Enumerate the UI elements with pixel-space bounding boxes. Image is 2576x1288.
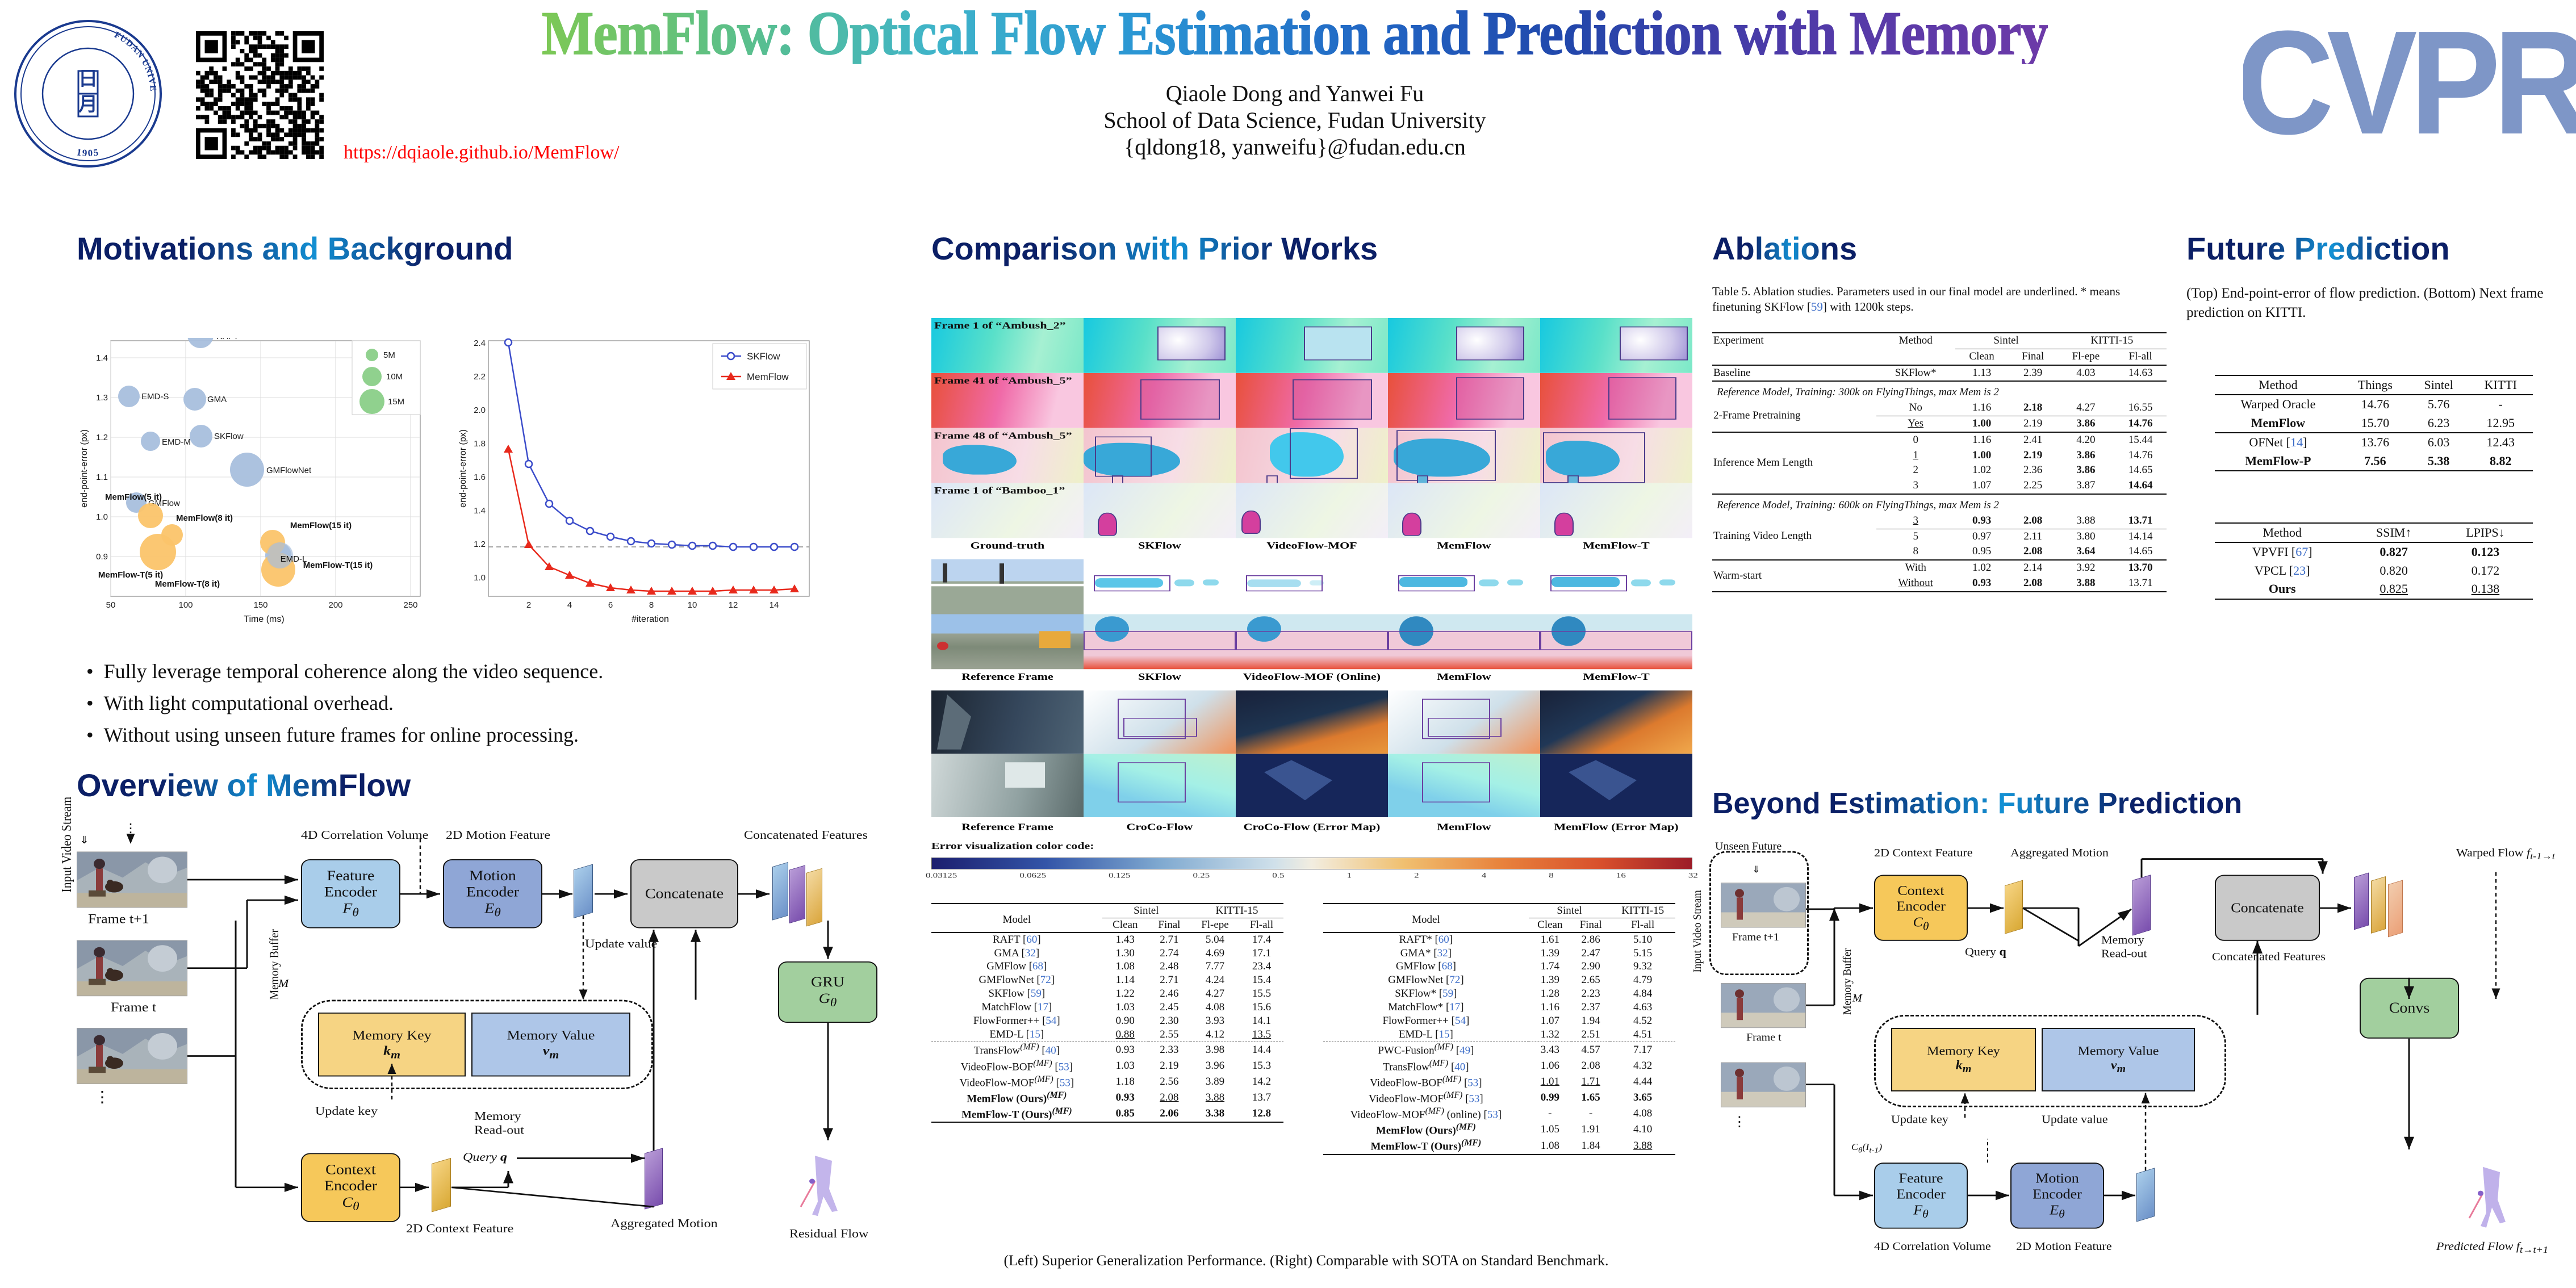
svg-text:MemFlow-T(15 it): MemFlow-T(15 it) bbox=[303, 561, 373, 570]
svg-text:end-point-error (px): end-point-error (px) bbox=[458, 429, 468, 508]
svg-text:100: 100 bbox=[178, 600, 193, 610]
svg-text:200: 200 bbox=[328, 600, 342, 610]
svg-text:GMA: GMA bbox=[207, 395, 227, 404]
svg-text:1.3: 1.3 bbox=[96, 393, 108, 403]
svg-text:1.2: 1.2 bbox=[474, 540, 486, 549]
svg-text:MemFlow(15 it): MemFlow(15 it) bbox=[290, 521, 352, 530]
svg-text:MemFlow-T(8 it): MemFlow-T(8 it) bbox=[155, 579, 220, 589]
svg-text:15M: 15M bbox=[388, 397, 404, 407]
svg-text:10M: 10M bbox=[386, 372, 403, 382]
svg-text:1.6: 1.6 bbox=[474, 472, 486, 482]
svg-text:MemFlow(8 it): MemFlow(8 it) bbox=[176, 513, 233, 523]
svg-text:150: 150 bbox=[253, 600, 267, 610]
svg-text:Time (ms): Time (ms) bbox=[244, 614, 284, 624]
svg-text:SKFlow: SKFlow bbox=[214, 432, 244, 441]
svg-text:14: 14 bbox=[770, 600, 779, 610]
svg-text:2.2: 2.2 bbox=[474, 372, 486, 382]
svg-text:1.2: 1.2 bbox=[96, 433, 108, 442]
svg-text:0.9: 0.9 bbox=[96, 552, 108, 562]
svg-text:4: 4 bbox=[567, 600, 572, 610]
svg-text:#iteration: #iteration bbox=[632, 614, 669, 624]
svg-text:EMD-M: EMD-M bbox=[162, 437, 191, 447]
svg-text:RAFT: RAFT bbox=[216, 338, 239, 341]
svg-text:1.0: 1.0 bbox=[96, 512, 108, 522]
svg-text:1905: 1905 bbox=[76, 147, 101, 158]
svg-text:10: 10 bbox=[688, 600, 697, 610]
svg-text:2: 2 bbox=[526, 600, 531, 610]
svg-text:EMD-L: EMD-L bbox=[281, 554, 307, 564]
svg-text:1.8: 1.8 bbox=[474, 439, 486, 449]
svg-text:5M: 5M bbox=[383, 350, 395, 360]
svg-text:1.0: 1.0 bbox=[474, 573, 486, 583]
svg-text:1.4: 1.4 bbox=[474, 506, 486, 516]
svg-text:SKFlow: SKFlow bbox=[747, 351, 780, 362]
svg-text:日: 日 bbox=[78, 69, 98, 90]
svg-text:50: 50 bbox=[106, 600, 116, 610]
svg-text:CVPR: CVPR bbox=[2243, 6, 2576, 165]
svg-text:月: 月 bbox=[78, 94, 98, 115]
svg-text:250: 250 bbox=[403, 600, 417, 610]
svg-text:2.4: 2.4 bbox=[474, 338, 486, 348]
svg-text:MemFlow-T(5 it): MemFlow-T(5 it) bbox=[98, 570, 163, 580]
svg-text:1.4: 1.4 bbox=[96, 353, 108, 363]
svg-text:12: 12 bbox=[729, 600, 738, 610]
svg-text:GMFlowNet: GMFlowNet bbox=[266, 466, 312, 475]
svg-text:EMD-S: EMD-S bbox=[141, 392, 169, 402]
svg-text:6: 6 bbox=[608, 600, 613, 610]
svg-text:1.1: 1.1 bbox=[96, 472, 108, 482]
svg-text:MemFlow: MemFlow bbox=[747, 371, 789, 382]
svg-text:8: 8 bbox=[649, 600, 654, 610]
svg-text:end-point-error (px): end-point-error (px) bbox=[80, 429, 89, 508]
svg-text:2.0: 2.0 bbox=[474, 405, 486, 415]
svg-text:MemFlow(5 it): MemFlow(5 it) bbox=[105, 492, 162, 502]
